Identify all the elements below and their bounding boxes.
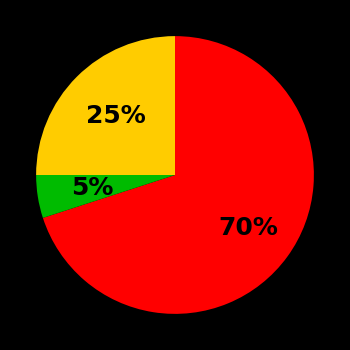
Text: 25%: 25% bbox=[86, 104, 146, 128]
Wedge shape bbox=[36, 175, 175, 218]
Text: 70%: 70% bbox=[218, 216, 278, 240]
Wedge shape bbox=[36, 36, 175, 175]
Wedge shape bbox=[43, 36, 314, 314]
Text: 5%: 5% bbox=[71, 176, 114, 200]
